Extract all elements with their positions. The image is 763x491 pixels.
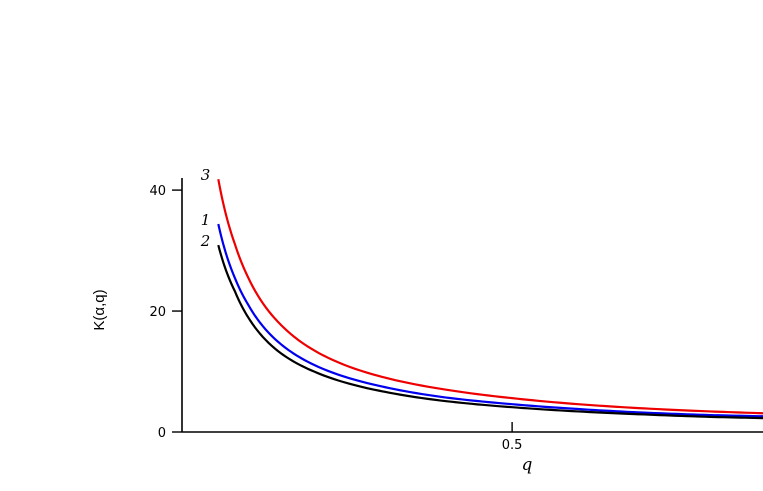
x-ticks: 0.5 bbox=[502, 422, 523, 453]
series-line-1 bbox=[217, 223, 763, 418]
x-tick-label: 0.5 bbox=[502, 438, 523, 453]
series-labels: 1 2 3 bbox=[200, 166, 211, 250]
y-ticks: 0 20 40 bbox=[149, 184, 182, 441]
series-line-3 bbox=[217, 179, 763, 415]
series-label-2: 2 bbox=[200, 232, 211, 250]
series-label-3: 3 bbox=[201, 166, 211, 184]
y-tick-label: 0 bbox=[158, 426, 166, 441]
y-tick-label: 40 bbox=[149, 184, 166, 199]
series-label-1: 1 bbox=[201, 211, 211, 229]
plot-area: 0 20 40 0.5 1 2 3 bbox=[149, 166, 763, 453]
series-line-2 bbox=[217, 244, 763, 420]
series-group bbox=[217, 179, 763, 420]
x-axis-title: q bbox=[522, 455, 533, 475]
y-axis-title: K(α,q) bbox=[91, 289, 108, 330]
y-tick-label: 20 bbox=[149, 305, 166, 320]
